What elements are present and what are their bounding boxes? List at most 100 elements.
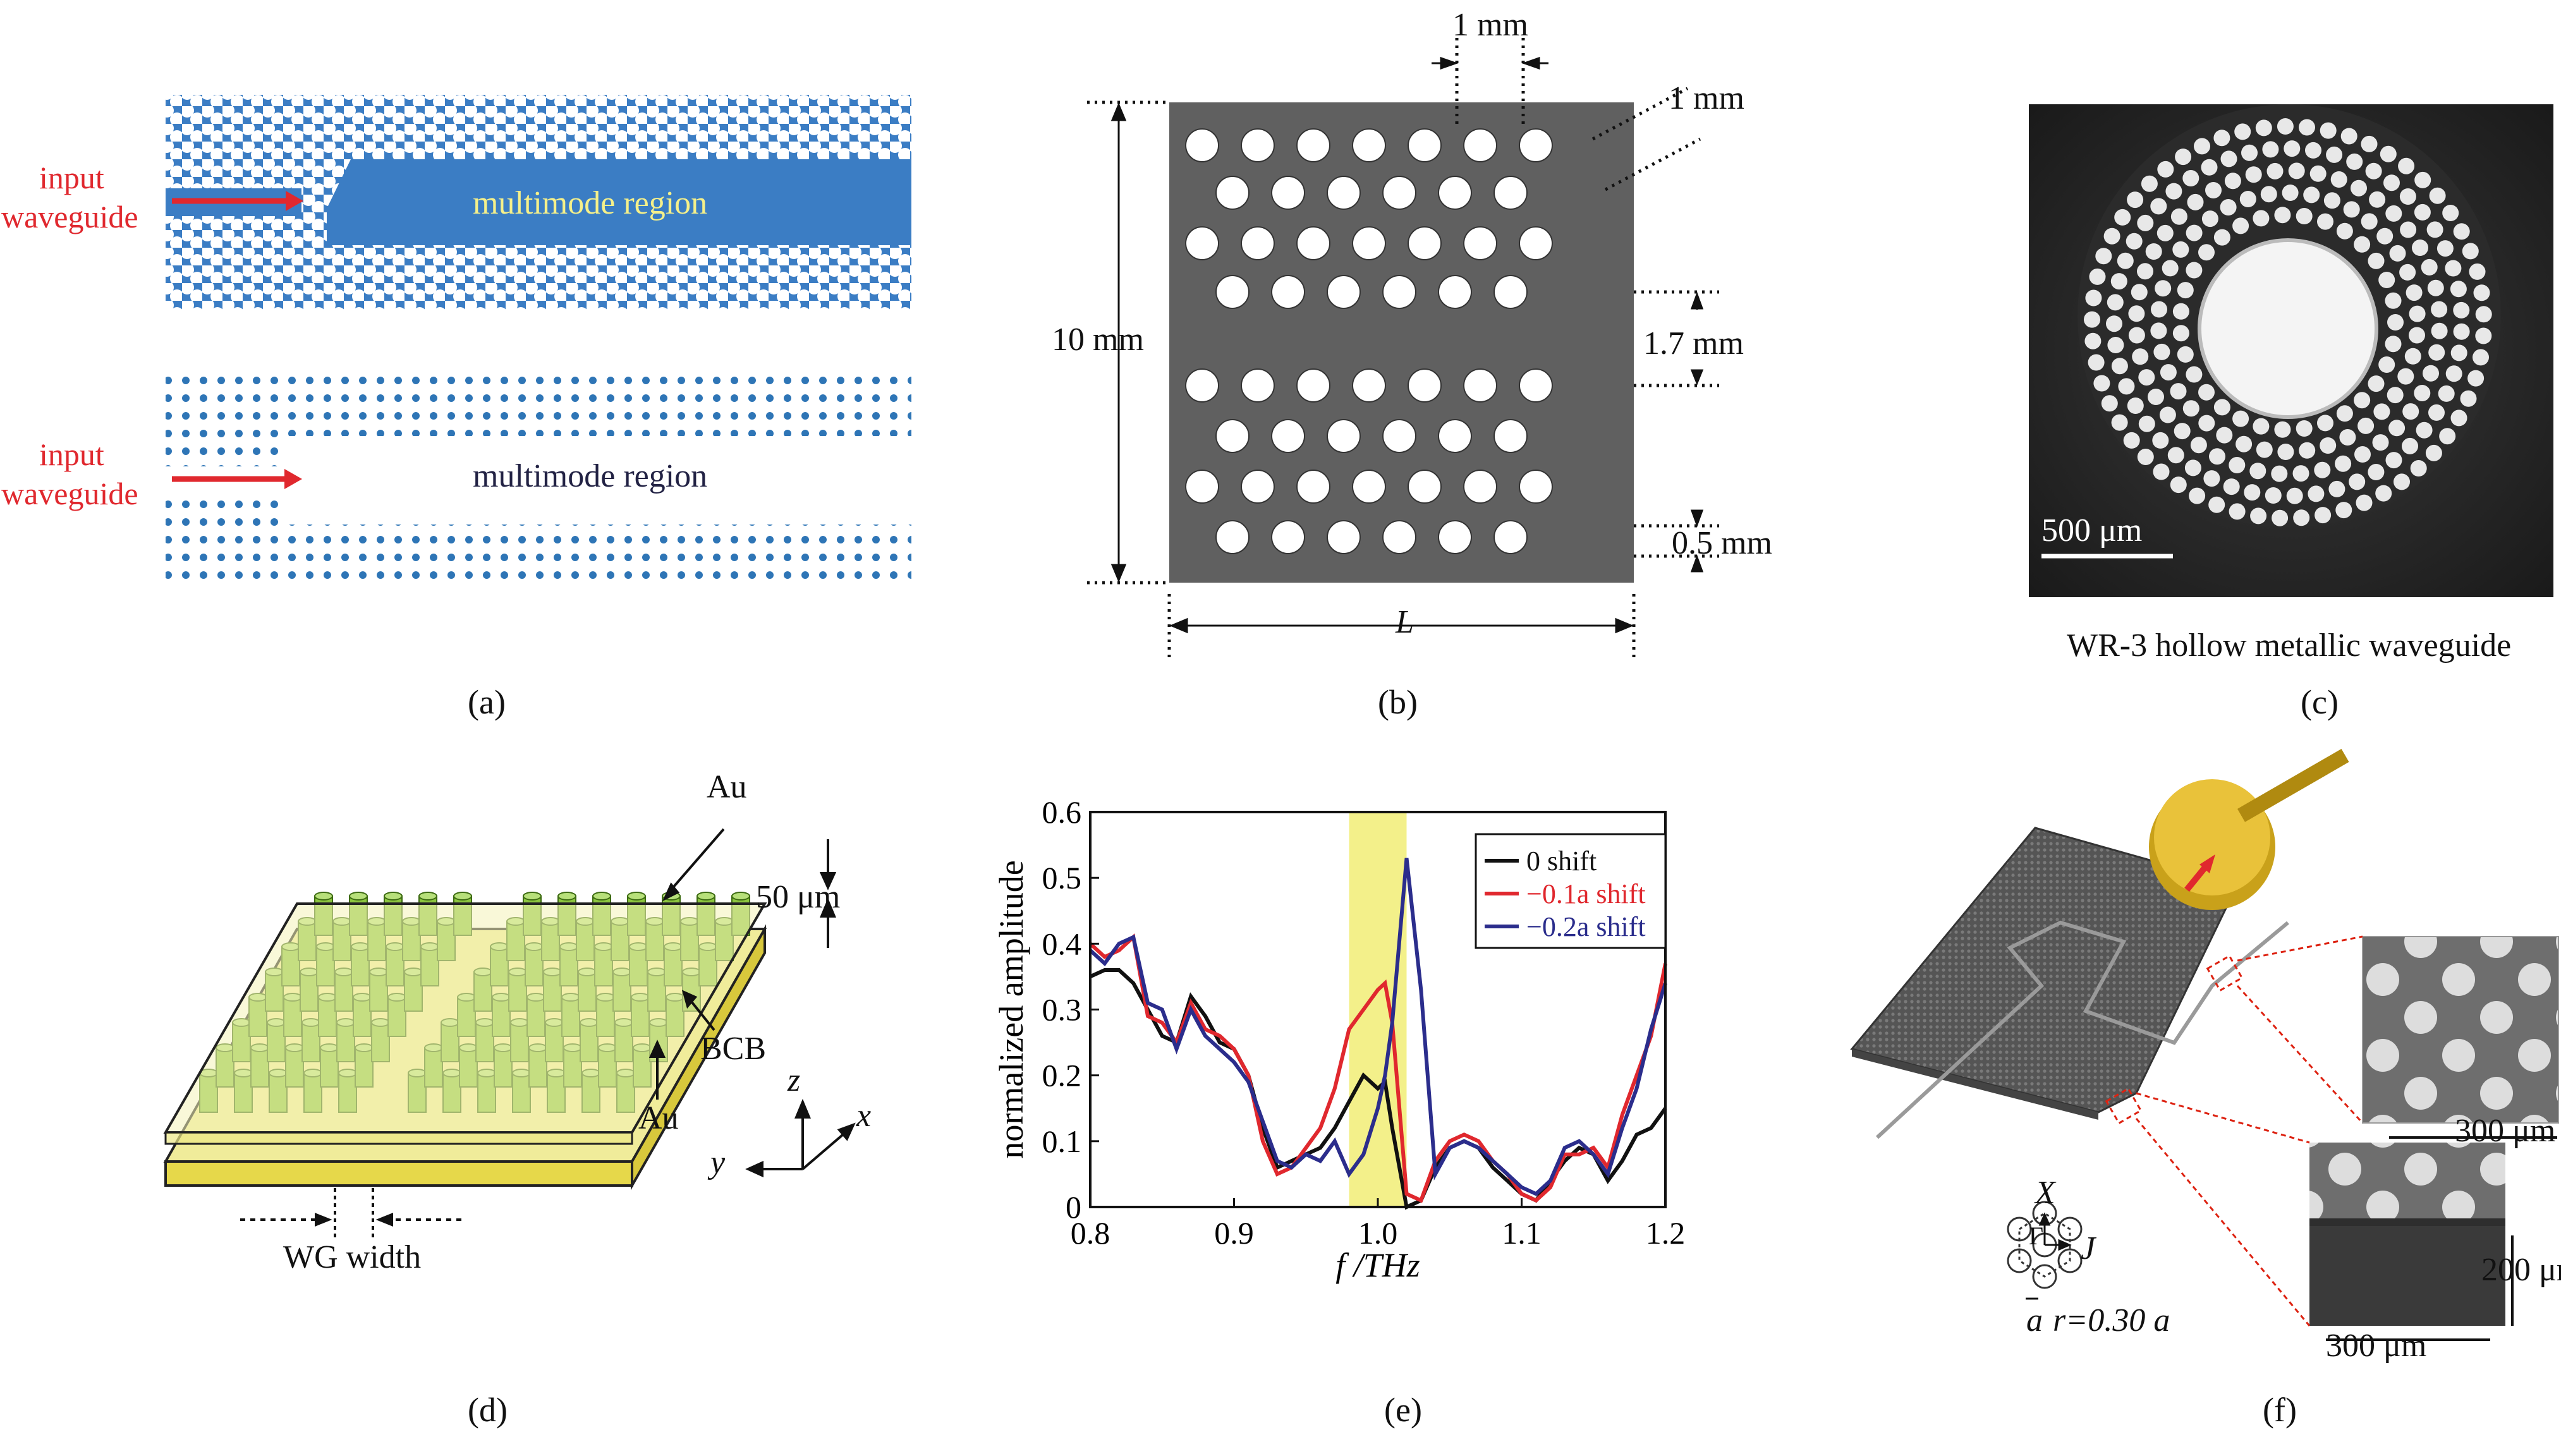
fiber-hole xyxy=(2368,464,2385,480)
fiber-hole xyxy=(2320,122,2337,139)
fiber-hole xyxy=(2101,395,2118,412)
fiber-hole xyxy=(2118,378,2135,395)
fiber-hole xyxy=(2186,366,2203,383)
dim-gap: 1.7 mm xyxy=(1643,325,1744,361)
plate-hole xyxy=(1296,368,1330,403)
fiber-hole xyxy=(2175,149,2192,166)
fiber-hole xyxy=(2308,485,2325,502)
fiber-hole xyxy=(2450,281,2467,298)
fiber-hole xyxy=(2368,252,2385,269)
fiber-hole xyxy=(2103,228,2120,245)
fiber-hole xyxy=(2265,487,2282,504)
fiber-hole xyxy=(2349,473,2366,490)
fiber-hole xyxy=(2201,210,2218,228)
fiber-hole xyxy=(2292,465,2309,482)
axis-x: x xyxy=(856,1098,872,1134)
fiber-hole xyxy=(2445,260,2462,277)
caption-c: (c) xyxy=(2301,683,2339,721)
fiber-hole xyxy=(2253,210,2270,227)
fiber-hole xyxy=(2354,446,2371,463)
plate-hole xyxy=(1215,520,1250,554)
plate-hole xyxy=(1241,226,1275,260)
fiber-hole xyxy=(2361,135,2378,152)
caption-d: (d) xyxy=(468,1391,508,1429)
fiber-hole xyxy=(2245,166,2262,183)
plate-hole xyxy=(1463,128,1497,162)
fiber-hole xyxy=(2282,185,2299,201)
fiber-hole xyxy=(2288,162,2305,179)
fiber-hole xyxy=(2213,229,2230,246)
fiber-hole xyxy=(2127,191,2144,209)
fiber-hole xyxy=(2410,460,2427,476)
fiber-hole xyxy=(2190,437,2207,454)
plate-hole xyxy=(1327,275,1361,309)
fiber-hole xyxy=(2296,208,2313,224)
fiber-hole xyxy=(2354,392,2371,409)
fiber-hole xyxy=(2184,459,2201,476)
dim-length: L xyxy=(1396,604,1414,640)
fiber-hole xyxy=(2170,476,2187,494)
fiber-hole xyxy=(2152,432,2169,449)
fiber-hole xyxy=(2277,444,2294,460)
fiber-hole xyxy=(2399,188,2416,205)
fiber-hole xyxy=(2209,448,2225,465)
fiber-hole xyxy=(2462,243,2479,260)
y-tick-label: 0 xyxy=(1066,1189,1081,1225)
fiber-hole xyxy=(2346,153,2363,170)
y-tick-label: 0.5 xyxy=(1042,860,1082,895)
fiber-hole xyxy=(2128,327,2145,344)
fiber-hole xyxy=(2117,252,2134,269)
plate-hole xyxy=(1408,368,1442,403)
fiber-hole xyxy=(2394,473,2410,490)
fiber-hole xyxy=(2153,463,2170,480)
fiber-hole xyxy=(2172,241,2189,258)
caption-a: (a) xyxy=(468,683,506,721)
plate-hole xyxy=(1185,128,1219,162)
plate-hole xyxy=(1185,470,1219,504)
plate-hole xyxy=(1519,226,1553,260)
dim-diag: 1 mm xyxy=(1669,80,1744,116)
fiber-hole xyxy=(2198,384,2215,401)
fiber-hole xyxy=(2431,301,2448,318)
lattice-a: a xyxy=(2026,1302,2043,1338)
input-label-2a: input xyxy=(39,437,104,472)
symmetry-gamma: Γ xyxy=(2029,1222,2044,1250)
fiber-hole xyxy=(2400,221,2417,238)
fiber-hole xyxy=(2320,437,2337,454)
fiber-hole xyxy=(2460,390,2477,407)
fiber-hole xyxy=(2385,292,2402,309)
fiber-hole xyxy=(2473,284,2490,301)
plate-hole xyxy=(1493,275,1528,309)
axis-y: y xyxy=(710,1144,726,1180)
fiber-hole xyxy=(2427,279,2444,296)
fiber-hole xyxy=(2385,336,2402,353)
fiber-hole xyxy=(2249,463,2266,480)
fiber-hole xyxy=(2244,484,2261,501)
fiber-hole xyxy=(2412,240,2428,256)
fiber-hole xyxy=(2150,198,2167,215)
legend xyxy=(1475,833,1667,949)
fiber-hole xyxy=(2330,171,2347,188)
series-line xyxy=(1088,933,1667,1203)
scale-top: 300 μm xyxy=(2455,1113,2556,1149)
input-label-1a: input xyxy=(39,160,104,195)
fiber-hole xyxy=(2293,509,2310,526)
fiber-hole xyxy=(2156,224,2174,241)
fiber-hole xyxy=(2340,128,2357,145)
fiber-hole xyxy=(2426,221,2443,238)
fiber-hole xyxy=(2467,370,2485,387)
fiber-hole xyxy=(2336,222,2353,240)
fiber-hole xyxy=(2299,442,2316,459)
fiber-hole xyxy=(2450,344,2467,361)
fiber-hole xyxy=(2399,264,2416,281)
plate-hole xyxy=(1215,275,1250,309)
radius-label: r=0.30 a xyxy=(2053,1302,2170,1338)
fiber-hole xyxy=(2398,157,2415,174)
plate-hole xyxy=(1241,470,1275,504)
plate-hole xyxy=(1271,520,1305,554)
fiber-hole xyxy=(2416,422,2433,439)
fiber-hole xyxy=(2107,294,2124,311)
plate-hole xyxy=(1271,419,1305,453)
fiber-hole xyxy=(2453,223,2470,240)
fiber-hole xyxy=(2380,145,2397,162)
